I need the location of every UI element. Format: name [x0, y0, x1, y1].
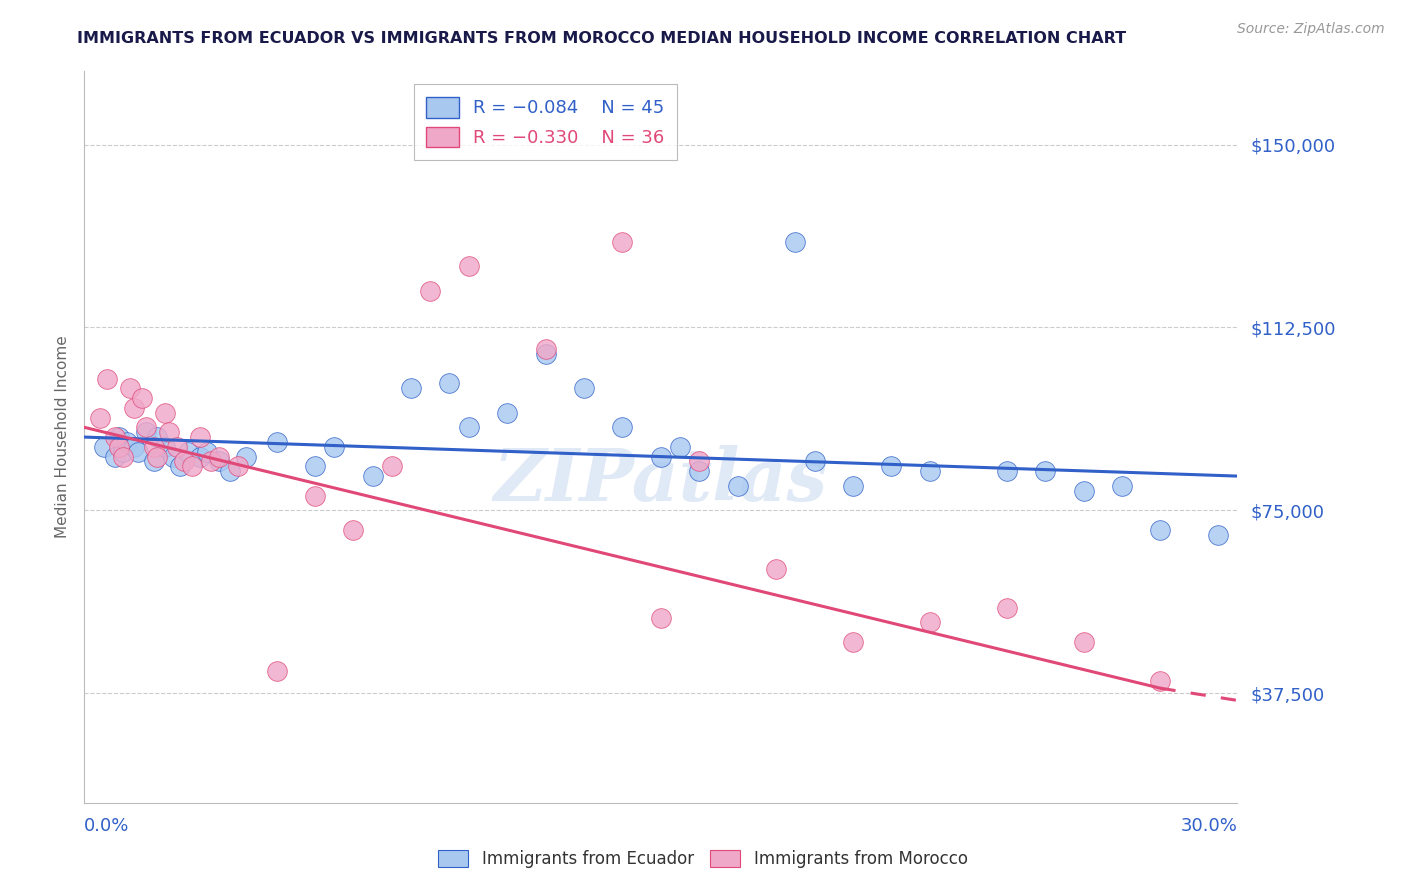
Point	[419, 284, 441, 298]
Point	[115, 434, 138, 449]
Point	[1073, 483, 1095, 498]
Legend: Immigrants from Ecuador, Immigrants from Morocco: Immigrants from Ecuador, Immigrants from…	[432, 843, 974, 875]
Point	[612, 420, 634, 434]
Point	[188, 430, 211, 444]
Point	[880, 459, 903, 474]
Point	[226, 459, 249, 474]
Point	[177, 444, 200, 458]
Point	[104, 430, 127, 444]
Point	[208, 454, 231, 468]
Point	[1206, 527, 1229, 541]
Point	[120, 381, 142, 395]
Point	[439, 376, 461, 391]
Point	[496, 406, 519, 420]
Point	[1149, 673, 1171, 688]
Point	[688, 454, 710, 468]
Point	[111, 444, 134, 458]
Point	[266, 434, 288, 449]
Text: Source: ZipAtlas.com: Source: ZipAtlas.com	[1237, 22, 1385, 37]
Point	[127, 444, 149, 458]
Point	[157, 425, 180, 440]
Point	[104, 450, 127, 464]
Point	[266, 664, 288, 678]
Point	[188, 450, 211, 464]
Point	[135, 425, 157, 440]
Point	[153, 406, 176, 420]
Point	[399, 381, 422, 395]
Point	[173, 454, 195, 468]
Point	[93, 440, 115, 454]
Legend: R = −0.084    N = 45, R = −0.330    N = 36: R = −0.084 N = 45, R = −0.330 N = 36	[413, 84, 678, 160]
Point	[208, 450, 231, 464]
Point	[124, 440, 146, 454]
Point	[304, 459, 326, 474]
Point	[995, 464, 1018, 478]
Point	[219, 464, 242, 478]
Point	[612, 235, 634, 249]
Point	[235, 450, 257, 464]
Point	[142, 440, 165, 454]
Point	[108, 440, 131, 454]
Point	[842, 479, 865, 493]
Point	[650, 610, 672, 624]
Point	[785, 235, 807, 249]
Point	[169, 459, 191, 474]
Point	[181, 459, 204, 474]
Point	[1033, 464, 1056, 478]
Point	[534, 343, 557, 357]
Point	[323, 440, 346, 454]
Point	[457, 260, 479, 274]
Text: ZIPatlas: ZIPatlas	[494, 445, 828, 516]
Point	[669, 440, 692, 454]
Point	[200, 454, 222, 468]
Point	[688, 464, 710, 478]
Point	[534, 347, 557, 361]
Y-axis label: Median Household Income: Median Household Income	[55, 335, 70, 539]
Point	[146, 450, 169, 464]
Point	[195, 444, 218, 458]
Point	[162, 450, 184, 464]
Text: 30.0%: 30.0%	[1181, 817, 1237, 836]
Point	[135, 420, 157, 434]
Point	[995, 600, 1018, 615]
Text: 0.0%: 0.0%	[84, 817, 129, 836]
Point	[842, 635, 865, 649]
Point	[1111, 479, 1133, 493]
Point	[650, 450, 672, 464]
Point	[304, 489, 326, 503]
Point	[146, 430, 169, 444]
Text: IMMIGRANTS FROM ECUADOR VS IMMIGRANTS FROM MOROCCO MEDIAN HOUSEHOLD INCOME CORRE: IMMIGRANTS FROM ECUADOR VS IMMIGRANTS FR…	[77, 31, 1126, 46]
Point	[918, 615, 941, 630]
Point	[572, 381, 595, 395]
Point	[918, 464, 941, 478]
Point	[124, 401, 146, 415]
Point	[803, 454, 825, 468]
Point	[96, 371, 118, 385]
Point	[89, 410, 111, 425]
Point	[457, 420, 479, 434]
Point	[361, 469, 384, 483]
Point	[727, 479, 749, 493]
Point	[108, 430, 131, 444]
Point	[381, 459, 404, 474]
Point	[111, 450, 134, 464]
Point	[142, 454, 165, 468]
Point	[765, 562, 787, 576]
Point	[342, 523, 364, 537]
Point	[131, 391, 153, 405]
Point	[166, 440, 188, 454]
Point	[1149, 523, 1171, 537]
Point	[1073, 635, 1095, 649]
Point	[153, 440, 176, 454]
